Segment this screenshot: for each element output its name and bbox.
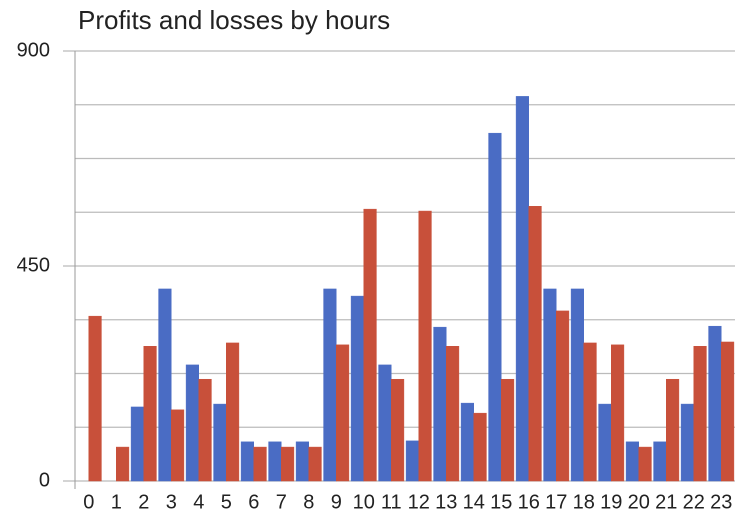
bar	[88, 315, 102, 482]
x-tick-label: 2	[138, 491, 149, 513]
bar	[693, 346, 707, 482]
bar	[253, 446, 267, 482]
bar	[378, 364, 392, 482]
chart-title: Profits and losses by hours	[78, 5, 390, 35]
bar	[721, 341, 735, 482]
x-tick-label: 13	[435, 491, 457, 513]
bar	[473, 412, 487, 482]
bar	[556, 310, 570, 482]
bar	[446, 346, 460, 482]
x-tick-label: 7	[276, 491, 287, 513]
bar	[171, 409, 185, 482]
bar	[708, 325, 722, 482]
bar	[625, 441, 639, 482]
bar	[488, 132, 502, 482]
x-tick-label: 10	[353, 491, 375, 513]
x-tick-label: 6	[248, 491, 259, 513]
bar	[268, 441, 282, 482]
x-tick-label: 17	[545, 491, 567, 513]
bar	[583, 342, 597, 482]
x-tick-label: 11	[381, 491, 402, 513]
bar	[433, 326, 447, 482]
x-tick-label: 14	[463, 491, 485, 513]
bar	[213, 403, 227, 482]
bar	[611, 344, 625, 482]
bar	[295, 441, 310, 482]
bar	[543, 288, 557, 482]
bar	[405, 440, 420, 482]
x-tick-label: 0	[83, 491, 94, 513]
x-tick-label: 1	[111, 491, 122, 513]
bar	[281, 446, 295, 482]
bar	[226, 342, 240, 482]
x-tick-label: 12	[408, 491, 430, 513]
x-tick-label: 22	[683, 491, 705, 513]
bar	[638, 446, 652, 482]
x-tick-label: 15	[490, 491, 512, 513]
bar	[130, 406, 145, 482]
bar	[666, 378, 680, 482]
x-tick-label: 23	[710, 491, 732, 513]
bar	[363, 208, 377, 482]
x-tick-label: 16	[518, 491, 540, 513]
bar	[240, 441, 255, 482]
bar	[653, 441, 667, 482]
x-tick-label: 4	[193, 491, 204, 513]
y-tick-label: 0	[39, 469, 50, 491]
bar	[350, 295, 365, 482]
x-tick-label: 8	[303, 491, 314, 513]
bar	[570, 288, 584, 482]
y-tick-label: 900	[17, 39, 50, 61]
bar	[185, 364, 200, 482]
bar	[158, 288, 172, 482]
x-tick-label: 18	[573, 491, 595, 513]
x-tick-label: 20	[628, 491, 650, 513]
bar	[528, 206, 542, 482]
bar	[198, 378, 212, 482]
bar	[116, 446, 130, 482]
x-tick-label: 5	[221, 491, 232, 513]
bar	[680, 403, 694, 482]
bar	[460, 402, 475, 482]
bar	[515, 96, 529, 482]
bar	[143, 346, 157, 482]
bar	[336, 344, 350, 482]
x-tick-label: 3	[166, 491, 177, 513]
x-tick-label: 21	[655, 491, 677, 513]
bar	[598, 403, 612, 482]
bar	[308, 446, 322, 482]
y-tick-label: 450	[17, 254, 50, 276]
x-tick-label: 19	[600, 491, 622, 513]
x-tick-label: 9	[331, 491, 342, 513]
bar	[391, 378, 405, 482]
bar	[323, 288, 337, 482]
bar	[501, 378, 515, 482]
bar	[418, 210, 432, 482]
